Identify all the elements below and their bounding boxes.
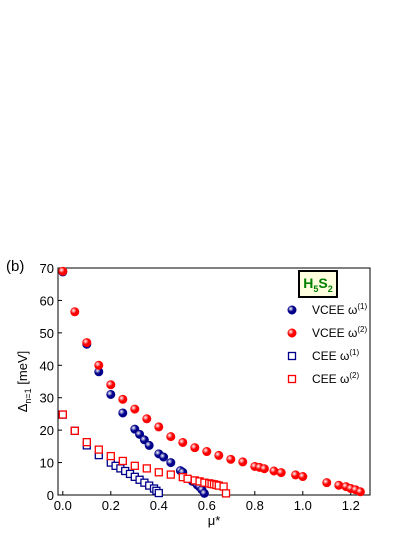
y-axis-label: Δn=1 [meV]	[15, 351, 33, 413]
x-tick-label: 0.6	[198, 498, 216, 513]
x-tick-label: 1.2	[342, 498, 360, 513]
y-tick-label: 0	[47, 488, 54, 503]
data-point	[142, 414, 152, 424]
data-point	[106, 451, 115, 461]
data-point	[221, 489, 231, 498]
legend-marker	[287, 351, 297, 361]
data-point	[159, 452, 169, 462]
data-point	[130, 461, 139, 470]
data-point	[154, 468, 163, 477]
y-tick-label: 20	[40, 423, 54, 438]
x-tick-label: 0.0	[54, 498, 72, 513]
data-point	[226, 454, 236, 464]
data-point	[82, 338, 92, 348]
data-point	[58, 266, 68, 276]
data-point	[94, 360, 104, 370]
data-point	[259, 464, 269, 474]
data-point	[118, 394, 128, 404]
data-point	[130, 404, 140, 414]
x-tick-label: 1.0	[294, 498, 312, 513]
compound-subscript-b: 2	[327, 283, 333, 294]
y-tick-label: 70	[40, 261, 54, 276]
y-tick-label: 60	[40, 293, 54, 308]
legend-marker	[287, 328, 297, 338]
data-point	[106, 389, 116, 399]
data-point	[322, 478, 332, 488]
data-point	[238, 457, 248, 467]
data-point	[178, 437, 188, 447]
x-tick-label: 0.2	[102, 498, 120, 513]
data-point	[118, 408, 128, 418]
data-point	[166, 458, 176, 468]
data-point	[166, 432, 176, 442]
data-point	[190, 443, 200, 453]
data-point	[94, 445, 103, 454]
data-point	[82, 437, 91, 447]
data-point	[154, 488, 163, 498]
data-point	[70, 426, 79, 435]
legend-label: VCEE ω(1)	[312, 302, 368, 317]
data-point	[214, 450, 224, 460]
data-point	[58, 410, 67, 419]
data-point	[199, 488, 209, 498]
data-point	[70, 307, 80, 317]
y-tick-label: 30	[40, 391, 54, 406]
legend-label: VCEE ω(2)	[312, 325, 368, 340]
data-point	[144, 440, 154, 450]
legend-marker	[287, 305, 297, 315]
data-point	[355, 487, 365, 497]
y-tick-label: 10	[40, 456, 54, 471]
legend-label: CEE ω(2)	[312, 371, 360, 386]
compound-element-b: S	[318, 275, 328, 291]
plot-frame	[57, 267, 371, 496]
data-point	[106, 380, 116, 390]
data-point	[142, 464, 151, 473]
data-point	[154, 422, 164, 432]
data-point	[298, 472, 308, 482]
legend-marker	[287, 374, 297, 384]
data-point	[202, 447, 212, 457]
x-axis-label: μ*	[208, 513, 221, 528]
data-point	[276, 468, 286, 478]
x-tick-label: 0.8	[246, 498, 264, 513]
data-point	[219, 482, 228, 491]
compound-element-a: H	[303, 275, 314, 291]
data-point	[183, 474, 192, 483]
panel-label: (b)	[6, 258, 25, 275]
x-tick-label: 0.4	[150, 498, 168, 513]
y-tick-label: 40	[40, 358, 54, 373]
legend-label: CEE ω(1)	[312, 348, 360, 363]
compound-label-box: H5S2	[298, 270, 338, 298]
data-point	[118, 456, 127, 466]
compound-subscript-a: 5	[313, 283, 319, 294]
data-point	[166, 470, 175, 479]
y-tick-label: 50	[40, 326, 54, 341]
